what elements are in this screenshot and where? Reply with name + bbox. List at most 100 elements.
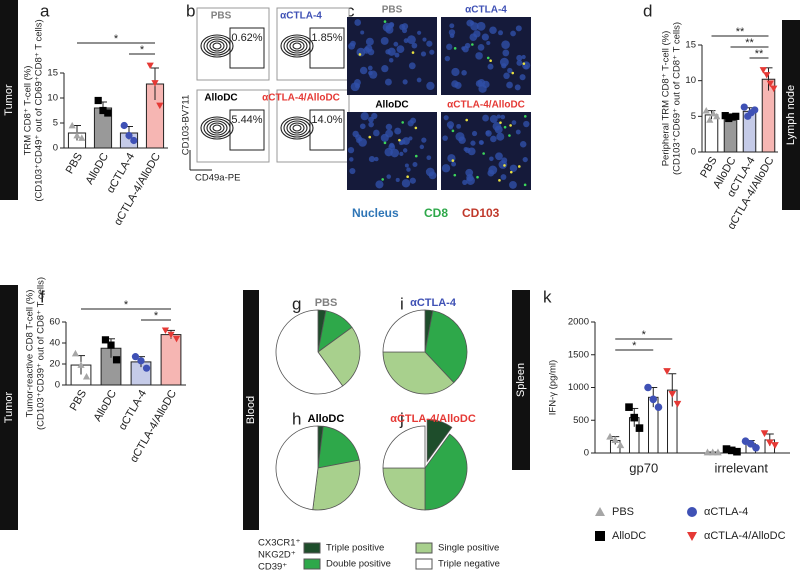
- data-point: [759, 67, 767, 74]
- stain: [503, 164, 506, 167]
- nucleus: [501, 40, 510, 49]
- gate: [309, 27, 345, 69]
- nucleus: [402, 79, 408, 85]
- data-point: [654, 403, 663, 411]
- gate: [309, 109, 345, 151]
- nucleus: [352, 130, 359, 138]
- nucleus: [470, 140, 476, 146]
- nucleus: [388, 22, 394, 29]
- nucleus: [388, 143, 396, 151]
- stain: [476, 175, 479, 179]
- data-point: [760, 430, 769, 438]
- nucleus: [354, 19, 362, 26]
- nucleus: [385, 129, 394, 138]
- legend-title: CX3CR1⁺: [258, 538, 301, 549]
- legend-marker: [595, 507, 605, 516]
- y-axis-label: (CD103⁺CD49⁺ out of CD69⁺CD8⁺ T cells): [34, 19, 45, 201]
- nucleus: [487, 63, 494, 70]
- nucleus: [451, 67, 460, 77]
- y-tick-label: 0: [53, 143, 58, 154]
- panel-letter: j: [399, 409, 404, 428]
- side-bar: [512, 290, 530, 470]
- stain: [414, 154, 418, 158]
- data-point: [740, 103, 748, 111]
- significance-label: **: [736, 26, 745, 38]
- data-point: [714, 448, 722, 456]
- stain-legend: Nucleus: [352, 206, 399, 220]
- nucleus: [469, 20, 475, 26]
- nucleus: [368, 121, 374, 128]
- stain: [398, 138, 401, 142]
- stain: [411, 51, 415, 54]
- legend-label: Single positive: [438, 543, 499, 554]
- y-axis-label: TRM CD8⁺ T-cell (%): [23, 66, 34, 156]
- nucleus: [477, 44, 485, 51]
- nucleus: [464, 147, 471, 154]
- pie-slice: [275, 425, 319, 511]
- pie-slice: [317, 326, 361, 387]
- nucleus: [394, 52, 400, 58]
- contour: [289, 40, 305, 52]
- nucleus: [471, 130, 478, 137]
- data-point: [142, 364, 151, 372]
- data-point: [630, 413, 639, 422]
- stain: [511, 71, 515, 75]
- significance-label: *: [114, 33, 119, 45]
- stain: [482, 152, 485, 155]
- nucleus: [444, 55, 451, 62]
- legend-label: αCTLA-4: [704, 506, 748, 518]
- data-point: [722, 445, 731, 453]
- stain: [453, 173, 457, 177]
- nucleus: [384, 78, 392, 86]
- pie-slice: [317, 425, 360, 469]
- stain-legend: CD8: [424, 206, 448, 220]
- stain: [451, 159, 455, 162]
- legend-label: Triple positive: [326, 543, 384, 554]
- legend-label: AlloDC: [612, 530, 646, 542]
- nucleus: [393, 41, 399, 47]
- data-point: [733, 447, 741, 456]
- nucleus: [357, 136, 363, 142]
- nucleus: [515, 25, 522, 32]
- contour: [292, 124, 302, 132]
- nucleus: [482, 114, 489, 122]
- nucleus: [371, 112, 378, 120]
- nucleus: [406, 167, 411, 172]
- nucleus: [426, 81, 435, 91]
- data-point: [706, 116, 714, 123]
- stain: [499, 121, 502, 124]
- contour: [212, 42, 222, 50]
- nucleus: [475, 52, 483, 60]
- data-point: [703, 448, 712, 456]
- x-tick-label: AlloDC: [92, 388, 120, 424]
- significance-label: *: [154, 310, 159, 322]
- data-point: [625, 403, 633, 411]
- nucleus: [381, 65, 389, 73]
- stain: [401, 121, 404, 124]
- data-point: [708, 448, 717, 456]
- nucleus: [499, 57, 509, 67]
- data-point: [702, 107, 710, 114]
- stain: [523, 183, 527, 187]
- side-label: Tumor: [3, 391, 15, 423]
- data-point: [732, 112, 740, 120]
- nucleus: [516, 59, 523, 66]
- nucleus: [408, 136, 413, 141]
- nucleus: [420, 51, 427, 57]
- y-tick-label: 0: [55, 380, 60, 391]
- side-bar: [782, 20, 800, 210]
- nucleus: [417, 30, 422, 35]
- nucleus: [498, 30, 504, 36]
- nucleus: [451, 161, 457, 167]
- nucleus: [402, 137, 410, 145]
- y-axis-label: (CD103⁺CD69⁺ out of CD8⁺ T cells): [672, 22, 683, 175]
- side-label: Spleen: [515, 363, 527, 397]
- image-title: αCTLA-4/AlloDC: [447, 100, 525, 111]
- stain: [383, 141, 387, 145]
- nucleus: [416, 77, 422, 83]
- nucleus: [521, 54, 526, 60]
- y-tick-label: 15: [47, 68, 58, 79]
- nucleus: [496, 114, 501, 119]
- y-tick-label: 0: [584, 448, 589, 459]
- y-tick-label: 5: [691, 111, 696, 122]
